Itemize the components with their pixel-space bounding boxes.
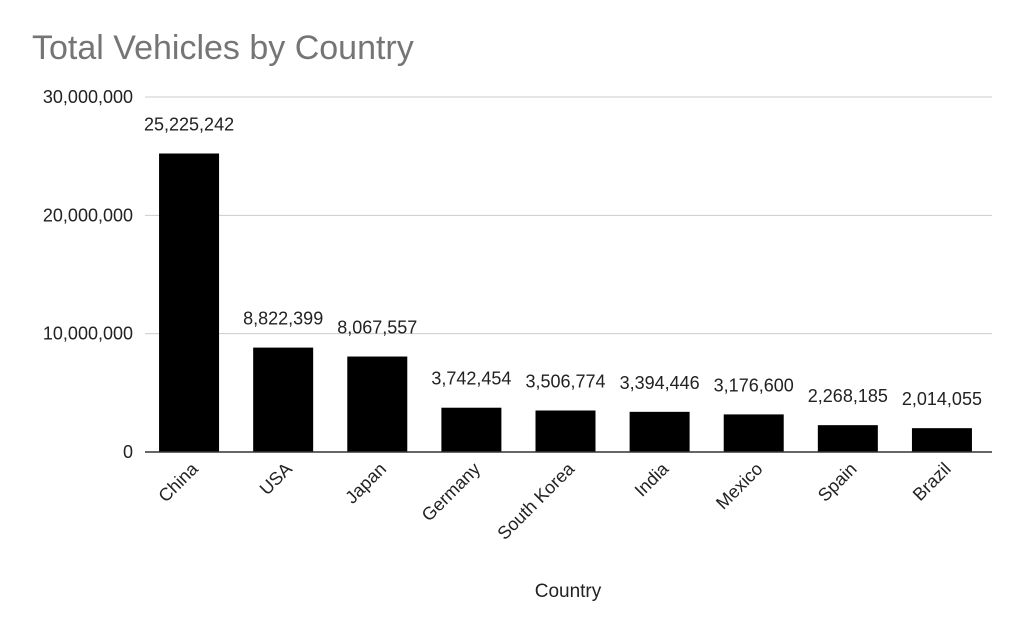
bar-south-korea: [535, 410, 596, 452]
chart-title: Total Vehicles by Country: [32, 29, 414, 67]
data-label: 2,014,055: [902, 389, 982, 409]
bar-usa: [253, 347, 314, 452]
bar-china: [159, 153, 220, 453]
bar-japan: [347, 356, 408, 452]
bars: [159, 153, 972, 453]
data-label: 3,506,774: [525, 372, 605, 392]
y-tick-label: 20,000,000: [43, 205, 133, 225]
bar-germany: [441, 407, 502, 452]
y-tick-label: 0: [123, 442, 133, 462]
bar-brazil: [911, 428, 972, 452]
data-label: 8,067,557: [337, 318, 417, 338]
y-tick-label: 10,000,000: [43, 324, 133, 344]
bar-india: [629, 411, 690, 452]
data-label: 3,394,446: [620, 373, 700, 393]
data-label: 3,176,600: [714, 375, 794, 395]
bar-spain: [817, 425, 878, 452]
data-labels: 25,225,242 8,822,399 8,067,557 3,742,454 3,5…: [144, 115, 982, 410]
y-axis-tick-labels: 0 10,000,000 20,000,000 30,000,000: [43, 87, 133, 462]
bar-mexico: [723, 414, 784, 452]
data-label: 2,268,185: [808, 386, 888, 406]
x-axis-title: Country: [535, 581, 602, 602]
y-tick-label: 30,000,000: [43, 87, 133, 107]
data-label: 8,822,399: [243, 309, 323, 329]
data-label: 25,225,242: [144, 115, 234, 135]
data-label: 3,742,454: [431, 369, 511, 389]
gridlines: [145, 96, 992, 335]
